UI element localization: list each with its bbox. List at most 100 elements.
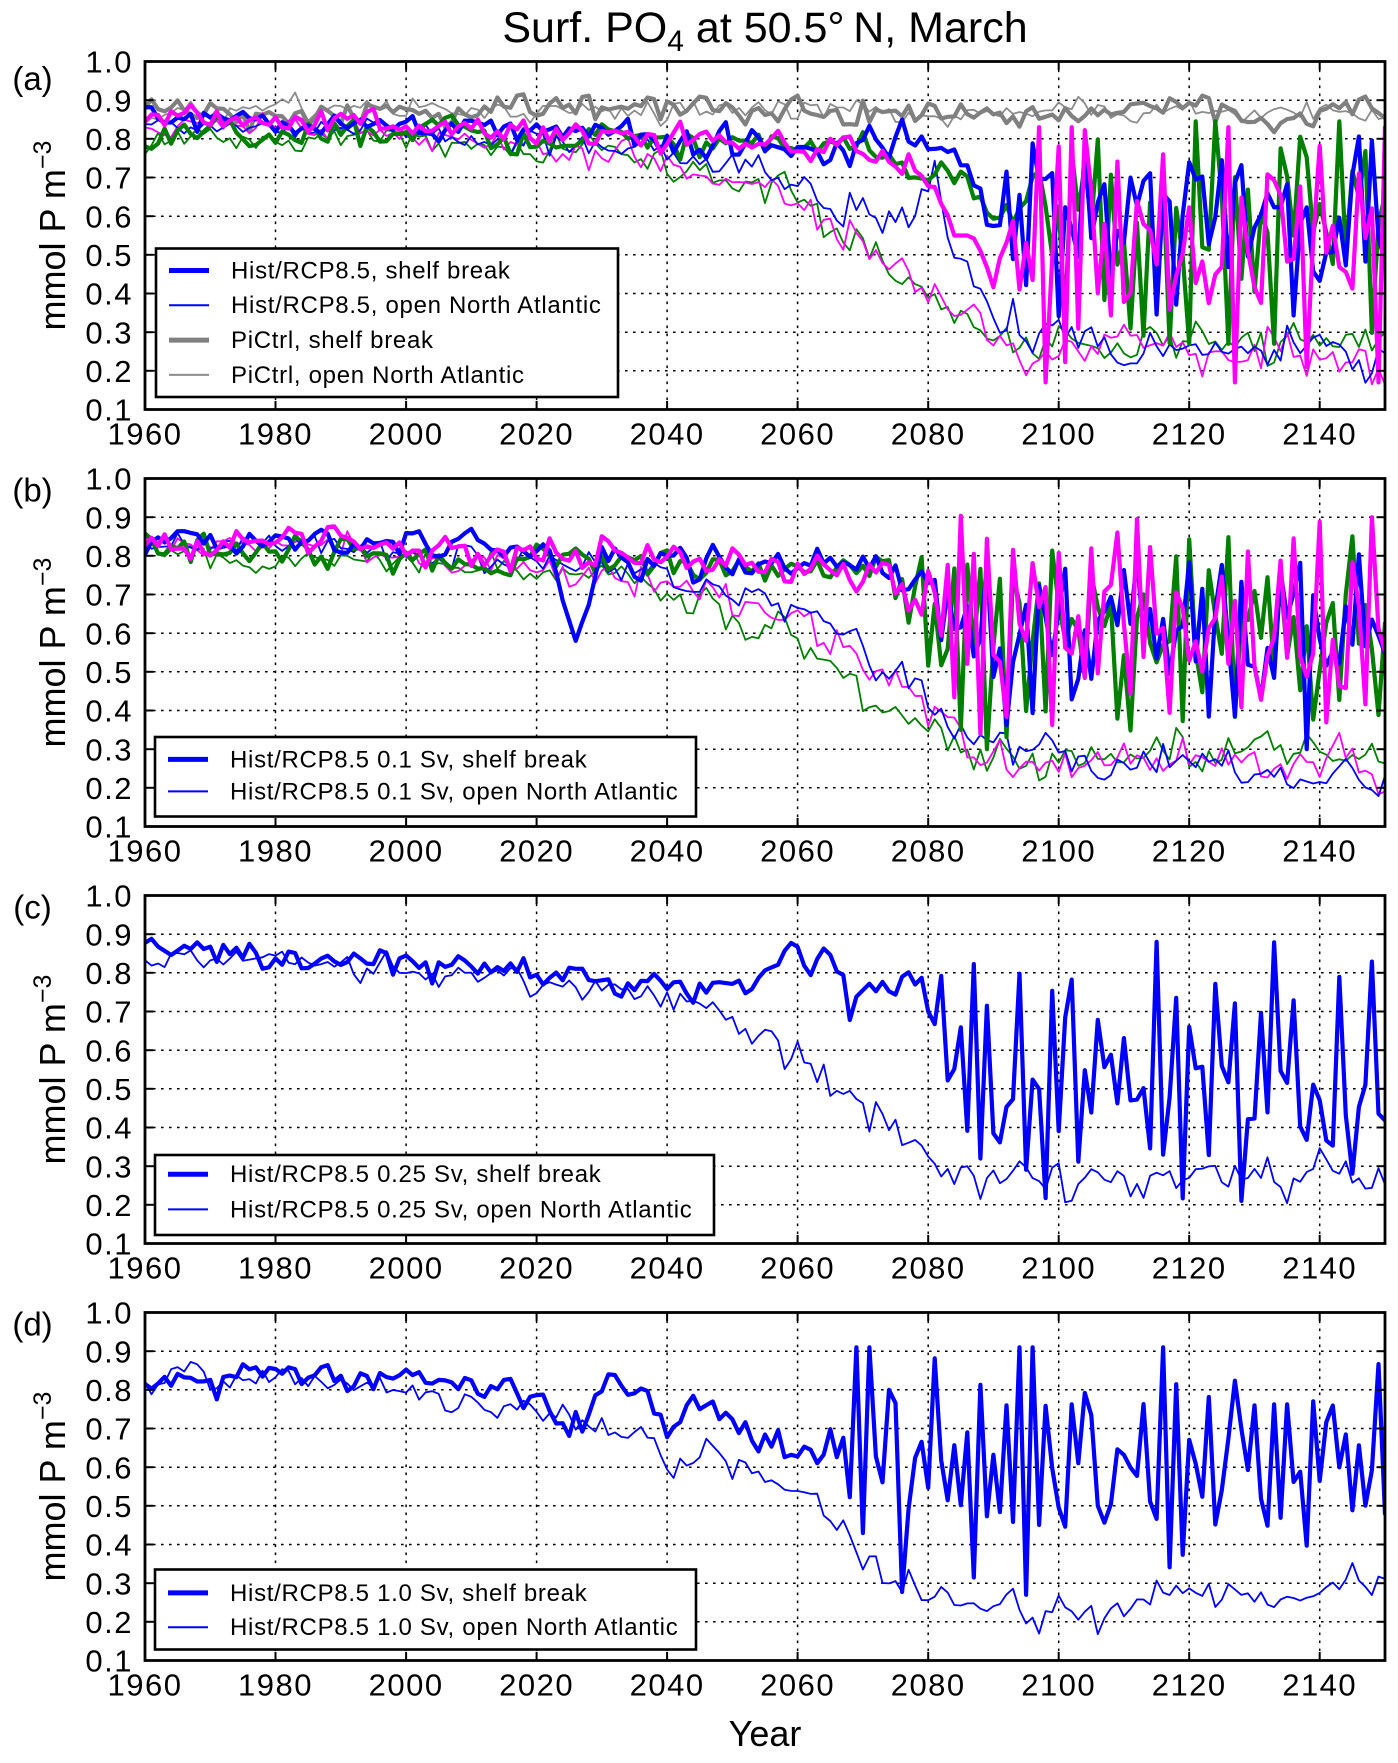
svg-text:1.0: 1.0 <box>85 879 133 914</box>
svg-text:0.4: 0.4 <box>85 1111 133 1146</box>
svg-text:0.3: 0.3 <box>85 1566 133 1601</box>
svg-text:2020: 2020 <box>499 1251 574 1286</box>
svg-text:0.9: 0.9 <box>85 917 133 952</box>
svg-text:Year: Year <box>729 1713 802 1754</box>
svg-text:0.2: 0.2 <box>85 1188 133 1223</box>
svg-text:mmol P m−3: mmol P m−3 <box>29 975 73 1165</box>
svg-text:2020: 2020 <box>499 834 574 869</box>
svg-text:2080: 2080 <box>891 834 966 869</box>
svg-text:0.7: 0.7 <box>85 578 133 613</box>
svg-text:0.4: 0.4 <box>85 277 133 312</box>
svg-text:0.8: 0.8 <box>85 122 133 157</box>
svg-text:2060: 2060 <box>760 1668 835 1703</box>
svg-text:0.2: 0.2 <box>85 771 133 806</box>
svg-text:1980: 1980 <box>238 1251 313 1286</box>
svg-text:0.8: 0.8 <box>85 539 133 574</box>
svg-text:0.8: 0.8 <box>85 956 133 991</box>
svg-text:1980: 1980 <box>238 834 313 869</box>
svg-text:2000: 2000 <box>369 834 444 869</box>
svg-text:2040: 2040 <box>630 417 705 452</box>
svg-text:2120: 2120 <box>1152 1668 1227 1703</box>
svg-text:Hist/RCP8.5 0.25 Sv, shelf bre: Hist/RCP8.5 0.25 Sv, shelf break <box>230 1161 602 1188</box>
svg-text:1.0: 1.0 <box>85 1296 133 1331</box>
svg-text:Hist/RCP8.5, open North Atlant: Hist/RCP8.5, open North Atlantic <box>231 292 602 319</box>
svg-text:1980: 1980 <box>238 417 313 452</box>
svg-text:0.1: 0.1 <box>85 1644 133 1679</box>
svg-text:Hist/RCP8.5 0.1 Sv, open North: Hist/RCP8.5 0.1 Sv, open North Atlantic <box>230 778 678 805</box>
svg-text:2100: 2100 <box>1021 1668 1096 1703</box>
svg-text:(c): (c) <box>13 889 51 926</box>
svg-text:Hist/RCP8.5 0.25 Sv, open Nort: Hist/RCP8.5 0.25 Sv, open North Atlantic <box>230 1196 692 1223</box>
svg-text:2120: 2120 <box>1152 1251 1227 1286</box>
svg-text:2000: 2000 <box>369 1251 444 1286</box>
svg-text:1.0: 1.0 <box>85 45 133 80</box>
svg-text:Hist/RCP8.5, shelf break: Hist/RCP8.5, shelf break <box>231 257 511 284</box>
svg-text:0.3: 0.3 <box>85 1149 133 1184</box>
svg-text:1.0: 1.0 <box>85 462 133 497</box>
svg-text:1960: 1960 <box>108 1251 183 1286</box>
svg-text:0.6: 0.6 <box>85 199 133 234</box>
svg-text:2100: 2100 <box>1021 834 1096 869</box>
svg-text:0.5: 0.5 <box>85 655 133 690</box>
svg-text:0.5: 0.5 <box>85 238 133 273</box>
svg-text:(a): (a) <box>12 60 52 97</box>
svg-text:2080: 2080 <box>891 1251 966 1286</box>
svg-text:PiCtrl, shelf break: PiCtrl, shelf break <box>231 327 434 354</box>
svg-text:0.3: 0.3 <box>85 315 133 350</box>
svg-text:0.9: 0.9 <box>85 83 133 118</box>
svg-text:2120: 2120 <box>1152 417 1227 452</box>
svg-text:2140: 2140 <box>1282 834 1357 869</box>
svg-text:0.1: 0.1 <box>85 810 133 845</box>
svg-text:2080: 2080 <box>891 1668 966 1703</box>
svg-text:mmol P m−3: mmol P m−3 <box>29 1392 73 1582</box>
svg-text:2060: 2060 <box>760 834 835 869</box>
svg-text:0.7: 0.7 <box>85 995 133 1030</box>
svg-text:mmol P m−3: mmol P m−3 <box>29 558 73 748</box>
svg-text:2020: 2020 <box>499 417 574 452</box>
svg-text:0.6: 0.6 <box>85 1450 133 1485</box>
svg-text:1960: 1960 <box>108 1668 183 1703</box>
svg-text:2080: 2080 <box>891 417 966 452</box>
svg-text:2140: 2140 <box>1282 417 1357 452</box>
svg-text:1980: 1980 <box>238 1668 313 1703</box>
svg-text:0.5: 0.5 <box>85 1489 133 1524</box>
svg-text:1960: 1960 <box>108 834 183 869</box>
svg-text:2060: 2060 <box>760 1251 835 1286</box>
svg-text:0.6: 0.6 <box>85 1033 133 1068</box>
svg-text:2060: 2060 <box>760 417 835 452</box>
svg-text:2040: 2040 <box>630 834 705 869</box>
svg-text:0.1: 0.1 <box>85 393 133 428</box>
svg-text:0.7: 0.7 <box>85 1412 133 1447</box>
svg-text:0.6: 0.6 <box>85 616 133 651</box>
svg-text:2100: 2100 <box>1021 1251 1096 1286</box>
svg-text:0.9: 0.9 <box>85 500 133 535</box>
svg-text:2140: 2140 <box>1282 1668 1357 1703</box>
svg-text:0.4: 0.4 <box>85 1528 133 1563</box>
svg-text:Hist/RCP8.5 0.1 Sv, shelf brea: Hist/RCP8.5 0.1 Sv, shelf break <box>230 746 588 773</box>
svg-text:0.3: 0.3 <box>85 732 133 767</box>
svg-text:PiCtrl, open North Atlantic: PiCtrl, open North Atlantic <box>231 362 525 389</box>
svg-text:0.9: 0.9 <box>85 1334 133 1369</box>
svg-text:0.5: 0.5 <box>85 1072 133 1107</box>
svg-text:mmol P m−3: mmol P m−3 <box>29 141 73 331</box>
svg-text:2020: 2020 <box>499 1668 574 1703</box>
svg-text:1960: 1960 <box>108 417 183 452</box>
svg-text:0.2: 0.2 <box>85 354 133 389</box>
svg-text:2000: 2000 <box>369 417 444 452</box>
svg-text:0.7: 0.7 <box>85 161 133 196</box>
svg-text:2040: 2040 <box>630 1668 705 1703</box>
svg-text:2040: 2040 <box>630 1251 705 1286</box>
svg-text:0.2: 0.2 <box>85 1605 133 1640</box>
svg-text:Hist/RCP8.5 1.0 Sv, shelf brea: Hist/RCP8.5 1.0 Sv, shelf break <box>230 1580 588 1607</box>
svg-text:2000: 2000 <box>369 1668 444 1703</box>
svg-text:0.1: 0.1 <box>85 1227 133 1262</box>
svg-text:0.4: 0.4 <box>85 694 133 729</box>
svg-text:2140: 2140 <box>1282 1251 1357 1286</box>
svg-text:(b): (b) <box>12 472 52 509</box>
svg-text:2120: 2120 <box>1152 834 1227 869</box>
svg-text:0.8: 0.8 <box>85 1373 133 1408</box>
svg-text:2100: 2100 <box>1021 417 1096 452</box>
svg-text:Hist/RCP8.5 1.0 Sv, open North: Hist/RCP8.5 1.0 Sv, open North Atlantic <box>230 1614 678 1641</box>
svg-text:Surf. PO4 at 50.5° N, March: Surf. PO4 at 50.5° N, March <box>502 4 1027 58</box>
svg-text:(d): (d) <box>12 1306 52 1343</box>
